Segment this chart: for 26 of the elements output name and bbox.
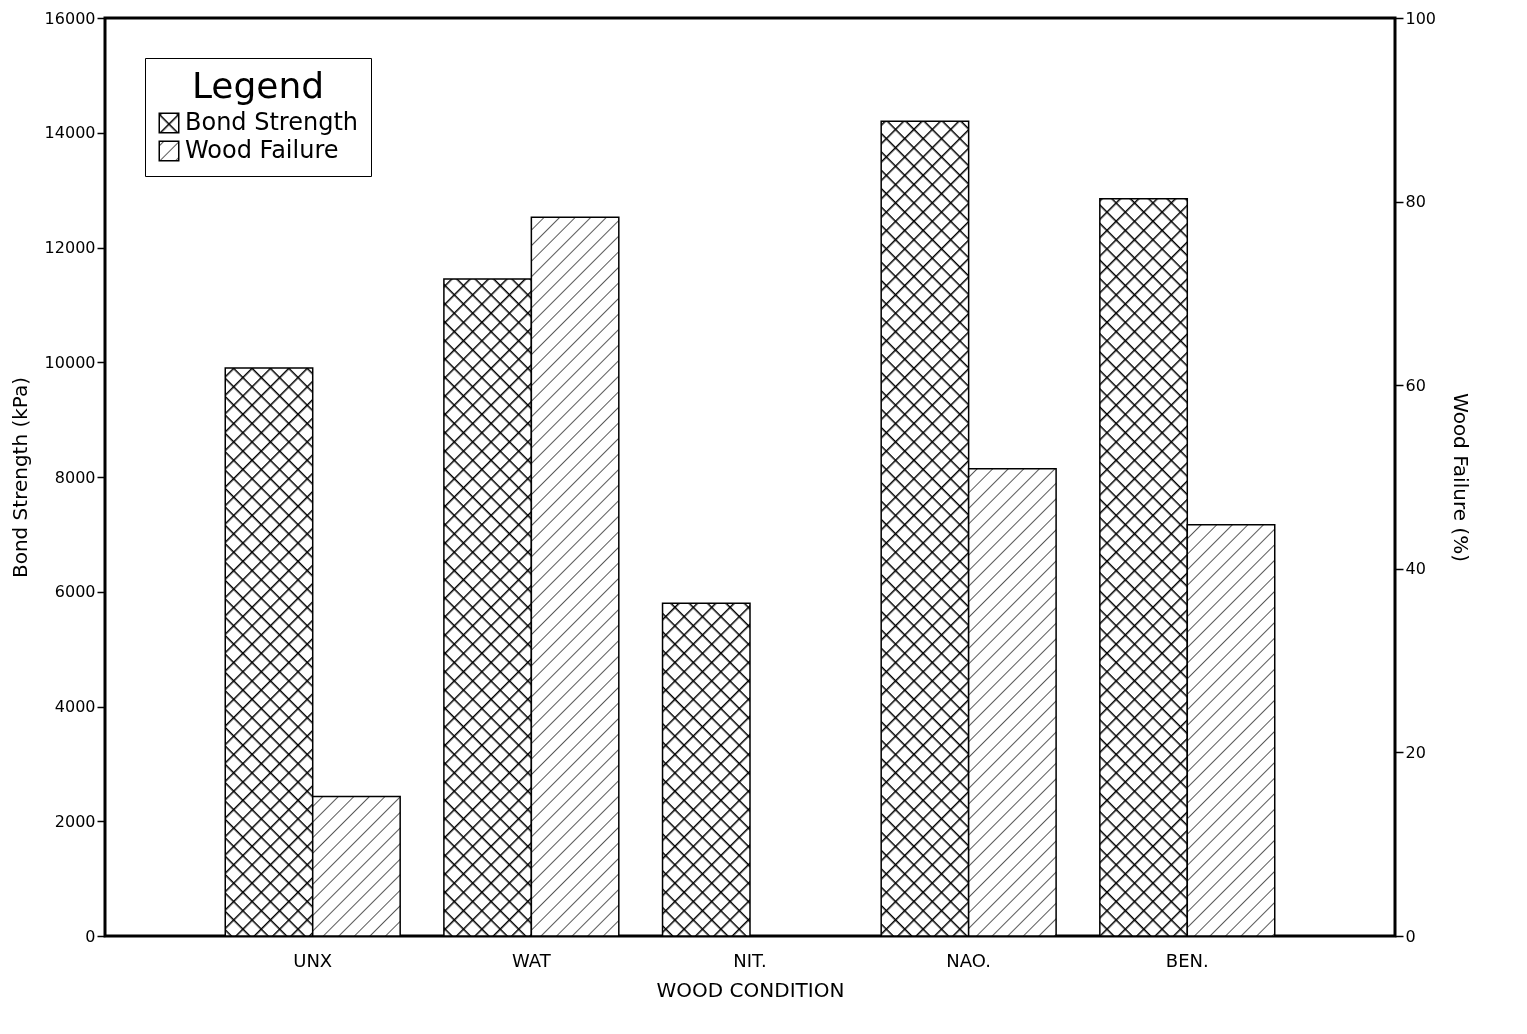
y-tick-label: 14000: [44, 123, 96, 143]
x-tick-label: NIT.: [733, 949, 767, 971]
legend-label: Bond Strength: [185, 108, 359, 136]
y2-tick-label: 40: [1405, 559, 1426, 579]
y-tick-label: 4000: [54, 697, 96, 716]
legend-title: Legend: [191, 65, 325, 106]
legend-label: Wood Failure: [185, 136, 339, 164]
y-tick-label: 8000: [54, 467, 96, 487]
x-tick-label: BEN.: [1165, 949, 1209, 971]
x-axis-title: WOOD CONDITION: [656, 977, 845, 1002]
y-tick-label: 6000: [54, 582, 96, 602]
y-axis-title: Bond Strength (kPa): [7, 376, 32, 579]
y-tick-label: 16000: [44, 8, 96, 28]
y-tick-label: 10000: [44, 352, 96, 372]
x-tick-label: NAO.: [946, 949, 991, 971]
y2-tick-label: 100: [1405, 8, 1437, 28]
y2-tick-label: 60: [1405, 375, 1426, 395]
y-tick-label: 12000: [44, 238, 96, 257]
y2-tick-label: 0: [1405, 926, 1416, 946]
y2-tick-label: 20: [1405, 742, 1426, 762]
x-tick-label: WAT: [511, 949, 552, 971]
x-tick-label: UNX: [293, 949, 333, 971]
y-tick-label: 2000: [54, 811, 96, 831]
y2-axis-title: Wood Failure (%): [1449, 393, 1474, 562]
y2-tick-label: 80: [1405, 192, 1426, 212]
y-tick-label: 0: [85, 926, 96, 946]
